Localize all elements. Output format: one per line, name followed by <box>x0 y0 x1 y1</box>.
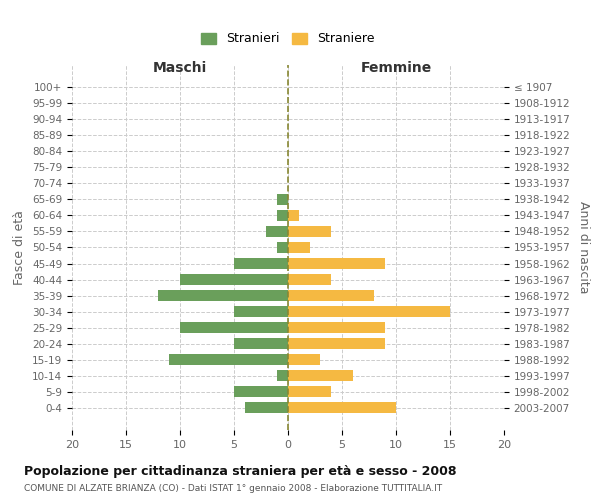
Bar <box>288 290 374 302</box>
Legend: Stranieri, Straniere: Stranieri, Straniere <box>196 28 380 50</box>
Bar <box>288 210 299 221</box>
Bar <box>288 322 385 334</box>
Bar <box>277 210 288 221</box>
Y-axis label: Fasce di età: Fasce di età <box>13 210 26 285</box>
Bar <box>234 386 288 398</box>
Bar <box>277 242 288 254</box>
Text: Maschi: Maschi <box>153 60 207 74</box>
Bar <box>288 242 310 254</box>
Text: COMUNE DI ALZATE BRIANZA (CO) - Dati ISTAT 1° gennaio 2008 - Elaborazione TUTTIT: COMUNE DI ALZATE BRIANZA (CO) - Dati IST… <box>24 484 442 493</box>
Bar <box>288 354 320 366</box>
Bar <box>180 322 288 334</box>
Bar <box>288 274 331 285</box>
Bar <box>288 386 331 398</box>
Bar <box>288 306 450 318</box>
Bar <box>234 258 288 270</box>
Bar <box>234 306 288 318</box>
Bar <box>288 402 396 413</box>
Bar <box>245 402 288 413</box>
Bar <box>169 354 288 366</box>
Y-axis label: Anni di nascita: Anni di nascita <box>577 201 590 294</box>
Bar <box>180 274 288 285</box>
Bar <box>158 290 288 302</box>
Bar <box>266 226 288 237</box>
Text: Popolazione per cittadinanza straniera per età e sesso - 2008: Popolazione per cittadinanza straniera p… <box>24 465 457 478</box>
Bar <box>288 338 385 349</box>
Bar <box>288 370 353 382</box>
Text: Femmine: Femmine <box>361 60 431 74</box>
Bar <box>234 338 288 349</box>
Bar <box>288 258 385 270</box>
Bar <box>288 226 331 237</box>
Bar <box>277 370 288 382</box>
Bar <box>277 194 288 205</box>
